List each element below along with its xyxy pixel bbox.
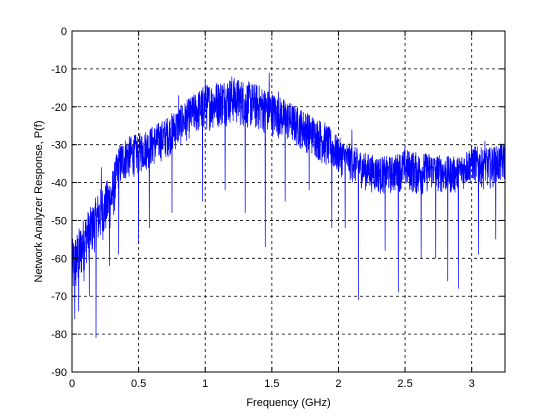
- y-axis-label: Network Analyzer Response, P(f): [33, 120, 45, 282]
- x-tick-label: 0: [69, 378, 75, 390]
- y-tick-label: -30: [51, 140, 67, 152]
- grid: [72, 31, 505, 372]
- x-tick-label: 2: [335, 378, 341, 390]
- y-tick-label: -80: [51, 329, 67, 341]
- y-tick-label: 0: [61, 26, 67, 38]
- y-tick-label: -10: [51, 64, 67, 76]
- x-axis: 0 0.5 1 1.5 2 2.5 3: [69, 31, 475, 390]
- y-tick-label: -50: [51, 215, 67, 227]
- response-trace: [71, 72, 506, 338]
- x-tick-label: 3: [469, 378, 475, 390]
- y-tick-label: -40: [51, 178, 67, 190]
- y-tick-label: -70: [51, 291, 67, 303]
- x-tick-label: 0.5: [131, 378, 146, 390]
- plot-frame: [71, 30, 506, 373]
- y-tick-label: -90: [51, 367, 67, 379]
- plot-area: [71, 72, 506, 338]
- x-tick-label: 1: [202, 378, 208, 390]
- y-tick-label: -20: [51, 102, 67, 114]
- x-tick-label: 2.5: [397, 378, 412, 390]
- x-axis-label: Frequency (GHz): [246, 397, 330, 409]
- y-axis: 0 -10 -20 -30 -40 -50 -60 -70 -80 -90: [51, 26, 505, 379]
- x-tick-label: 1.5: [264, 378, 279, 390]
- y-tick-label: -60: [51, 253, 67, 265]
